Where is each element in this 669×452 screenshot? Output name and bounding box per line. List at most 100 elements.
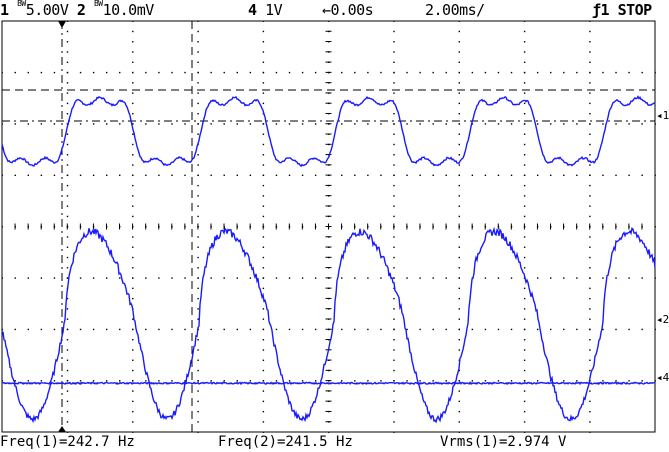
grid-dot xyxy=(145,328,147,331)
grid-dot xyxy=(641,71,643,74)
grid-dot xyxy=(458,400,460,403)
grid-dot xyxy=(314,71,317,74)
grid-dot xyxy=(589,246,591,248)
grid-dot xyxy=(589,51,591,53)
grid-dot xyxy=(471,71,474,74)
grid-dot xyxy=(262,400,265,403)
grid-dot xyxy=(393,112,395,115)
grid-dot xyxy=(79,123,82,125)
ch4-scale: 1V xyxy=(265,1,283,19)
grid-dot xyxy=(301,277,304,279)
grid-dot xyxy=(380,71,382,74)
grid-dot xyxy=(1,71,3,74)
grid-dot xyxy=(393,143,395,146)
grid-dot xyxy=(132,174,134,177)
trace-channel-4 xyxy=(1,381,656,386)
grid-dot xyxy=(563,328,565,331)
ch1-coupling: BW xyxy=(17,0,26,8)
grid-dot xyxy=(249,174,252,177)
grid-dot xyxy=(66,236,69,238)
grid-dot xyxy=(589,267,591,269)
trigger-status: ƒ1 STOP xyxy=(592,0,652,20)
grid-dot xyxy=(419,123,421,125)
grid-dot xyxy=(445,277,447,279)
grid-dot xyxy=(406,380,408,382)
grid-dot xyxy=(92,71,95,74)
grid-dot xyxy=(119,71,121,74)
grid-dot xyxy=(27,277,30,279)
grid-dot xyxy=(262,174,265,177)
grid-dot xyxy=(393,431,395,433)
grid-dot xyxy=(288,328,291,331)
grid-dot xyxy=(523,195,526,197)
grid-dot xyxy=(262,318,265,320)
grid-dot xyxy=(40,277,43,279)
grid-dot xyxy=(132,123,134,125)
grid-dot xyxy=(458,30,460,33)
grid-dot xyxy=(262,339,265,341)
grid-dot xyxy=(458,421,460,423)
grid-dot xyxy=(536,71,539,74)
grid-dot xyxy=(132,205,134,207)
grid-dot xyxy=(589,174,591,177)
grid-dot xyxy=(510,277,513,279)
traces xyxy=(1,95,656,424)
grid-dot xyxy=(262,92,265,94)
grid-dot xyxy=(393,287,395,290)
grid-dot xyxy=(158,277,160,279)
grid-dot xyxy=(589,369,591,372)
grid-dot xyxy=(471,328,474,331)
grid-dot xyxy=(197,112,199,115)
grid-dot xyxy=(197,133,199,135)
grid-dot xyxy=(484,380,487,382)
grid-dot xyxy=(275,123,278,125)
grid-dot xyxy=(119,277,121,279)
grid-dot xyxy=(393,349,395,351)
grid-dot xyxy=(262,277,265,279)
grid-dot xyxy=(458,215,460,218)
grid-dot xyxy=(27,328,30,331)
grid-dot xyxy=(105,277,108,279)
grid-dot xyxy=(40,71,43,74)
grid-dot xyxy=(406,71,408,74)
grid-dot xyxy=(354,380,356,382)
grid-dot xyxy=(380,380,382,382)
grid-dot xyxy=(589,61,591,63)
grid-dot xyxy=(458,380,460,382)
grid-dot xyxy=(523,390,526,392)
grid-dot xyxy=(523,256,526,259)
grid-dot xyxy=(432,71,434,74)
grid-dot xyxy=(1,328,3,331)
grid-dot xyxy=(523,287,526,290)
grid-dot xyxy=(132,143,134,146)
grid-dot xyxy=(458,61,460,63)
grid-dot xyxy=(92,123,95,125)
grid-dot xyxy=(589,256,591,259)
grid-dot xyxy=(66,184,69,187)
grid-dot xyxy=(654,277,656,279)
grid-dot xyxy=(288,71,291,74)
delay: ←0.00s xyxy=(322,1,374,19)
grid-dot xyxy=(393,71,395,74)
grid-dot xyxy=(66,349,69,351)
grid-dot xyxy=(589,339,591,341)
grid-dot xyxy=(589,41,591,43)
grid-dot xyxy=(197,184,199,187)
grid-dot xyxy=(497,328,500,331)
grid-dot xyxy=(393,421,395,423)
grid-dot xyxy=(275,277,278,279)
grid-dot xyxy=(132,215,134,218)
grid-dot xyxy=(66,359,69,361)
grid-dot xyxy=(341,277,343,279)
grid-dot xyxy=(262,102,265,105)
grid-dot xyxy=(249,277,252,279)
grid-dot xyxy=(484,71,487,74)
grid-dot xyxy=(132,51,134,53)
ch1-ground-marker: ◂1 xyxy=(656,109,669,122)
grid-dot xyxy=(380,277,382,279)
grid-dot xyxy=(589,112,591,115)
grid-dot xyxy=(197,154,199,156)
grid-dot xyxy=(262,267,265,269)
grid-dot xyxy=(184,123,186,125)
ch2-scale: 10.0mV xyxy=(102,1,155,19)
